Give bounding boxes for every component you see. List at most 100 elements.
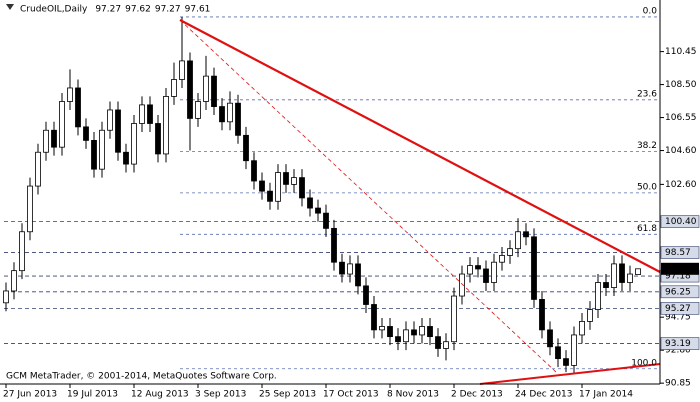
candle-body [531, 236, 537, 300]
candle-body [363, 285, 369, 305]
candle-body [475, 265, 481, 270]
current-price: 97.61 [665, 264, 691, 274]
fib-label: 23.6 [637, 89, 657, 99]
x-tick-label: 8 Nov 2013 [387, 390, 439, 400]
candle-body [59, 101, 65, 148]
candle-body [555, 346, 561, 360]
x-tick-label: 27 Jun 2013 [3, 390, 57, 400]
y-tick-label: 106.55 [665, 113, 697, 123]
candle-body [123, 151, 129, 165]
candle-body [35, 151, 41, 187]
candle-body [571, 334, 577, 366]
level-label: 96.25 [665, 287, 691, 297]
candle-body [227, 102, 233, 123]
x-tick-label: 3 Sep 2013 [195, 390, 246, 400]
candle-body [283, 172, 289, 185]
candle-body [499, 255, 505, 263]
candle-body [467, 265, 473, 275]
candle-body [163, 96, 169, 155]
candle-body [131, 123, 137, 165]
candle-body [307, 197, 313, 209]
candle-body [443, 341, 449, 349]
candle-body [251, 160, 257, 182]
ohlc-value: 97.27 [95, 5, 121, 15]
candle-body [515, 231, 521, 250]
candle-body [275, 172, 281, 202]
fib-label: 0.0 [643, 6, 658, 16]
level-label: 100.40 [665, 217, 697, 227]
candle-body [611, 263, 617, 288]
candle-body [339, 261, 345, 275]
ohlc-value: 97.27 [155, 5, 181, 15]
candle-body [483, 268, 489, 283]
candle-body [619, 263, 625, 283]
candle-body [171, 79, 177, 97]
candle-body [595, 282, 601, 310]
price-axis [660, 0, 700, 402]
candle-body [11, 270, 17, 292]
candle-body [27, 185, 33, 233]
fib-label: 100.0 [631, 358, 657, 368]
candle-body [563, 358, 569, 366]
candle-body [83, 126, 89, 141]
y-tick-label: 102.60 [665, 180, 697, 190]
candle-body [323, 212, 329, 229]
y-tick-label: 92.80 [665, 346, 691, 356]
candle-body [211, 75, 217, 107]
candle-body [395, 336, 401, 343]
candle-body [539, 299, 545, 331]
x-tick-label: 19 Jul 2013 [67, 390, 118, 400]
level-label: 97.18 [665, 272, 691, 282]
candle-body [635, 268, 641, 275]
ohlc-value: 97.62 [125, 5, 151, 15]
candle-body [371, 304, 377, 331]
chart-title: CrudeOIL,Daily [20, 5, 88, 15]
x-tick-label: 25 Sep 2013 [259, 390, 316, 400]
fib-label: 50.0 [637, 182, 657, 192]
candle-body [403, 329, 409, 343]
y-tick-label: 104.60 [665, 146, 697, 156]
candle-body [115, 109, 121, 153]
x-tick-label: 17 Jan 2014 [579, 390, 633, 400]
level-label: 95.27 [665, 304, 691, 314]
candle-body [75, 87, 81, 128]
candle-body [459, 273, 465, 297]
candle-body [507, 248, 513, 256]
current-price-box [661, 262, 699, 275]
support-line [479, 363, 661, 385]
candle-body [51, 129, 57, 148]
level-box [660, 302, 700, 315]
footer: GCM MetaTrader, © 2001-2014, MetaQuotes … [6, 372, 277, 382]
candle-body [315, 207, 321, 214]
candle-body [435, 336, 441, 349]
candle-body [43, 129, 49, 153]
level-box [660, 285, 700, 299]
x-tick-label: 2 Dec 2013 [451, 390, 503, 400]
candle-body [19, 231, 25, 272]
fib-label: 38.2 [637, 141, 657, 151]
candle-body [291, 177, 297, 185]
candle-body [203, 75, 209, 102]
candle-body [91, 140, 97, 170]
level-box [660, 215, 700, 228]
candle-body [147, 104, 153, 124]
icon [6, 4, 14, 10]
candle-body [235, 102, 241, 136]
trend-line-dashed [179, 19, 557, 373]
y-tick-label: 94.75 [665, 313, 691, 323]
level-label: 93.19 [665, 339, 691, 349]
x-tick-label: 12 Aug 2013 [131, 390, 189, 400]
candle-body [427, 326, 433, 338]
candle-body [195, 101, 201, 119]
y-tick-label: 108.50 [665, 80, 697, 90]
candle-body [411, 329, 417, 336]
trend-line [179, 19, 661, 273]
candle-body [267, 190, 273, 202]
candle-body [99, 129, 105, 170]
candle-body [67, 87, 73, 102]
candle-body [579, 321, 585, 336]
candle-body [379, 326, 385, 331]
candle-body [547, 329, 553, 348]
